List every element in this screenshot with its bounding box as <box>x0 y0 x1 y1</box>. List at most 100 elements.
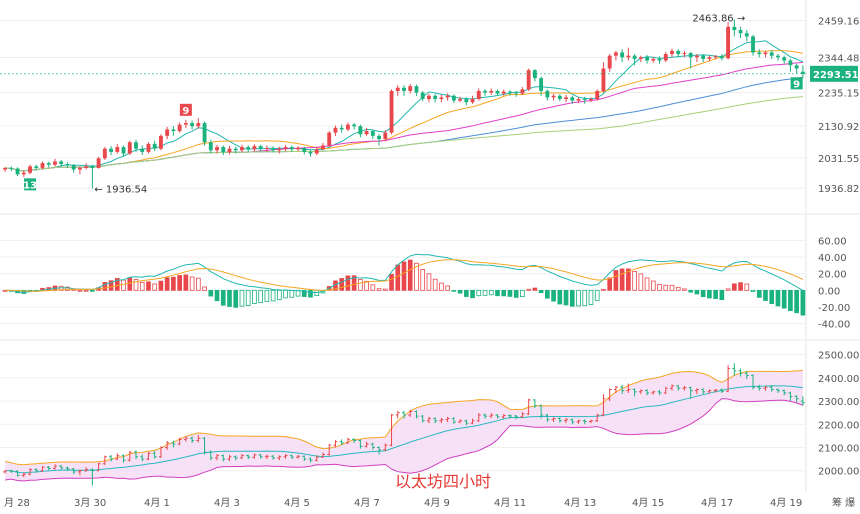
ohlc-bar <box>426 416 431 424</box>
candle-body <box>46 163 51 165</box>
ma-line <box>5 61 803 172</box>
candle <box>240 144 244 152</box>
ohlc-bar <box>539 404 544 419</box>
macd-histogram-bar <box>208 289 214 297</box>
ohlc-bar <box>732 363 737 376</box>
ohlc-bar <box>470 418 475 425</box>
macd-histogram-bar <box>139 281 145 291</box>
candle <box>732 19 737 37</box>
candle-body <box>134 142 138 149</box>
candle <box>134 139 138 152</box>
candle-body <box>744 33 749 37</box>
ohlc-bar <box>626 383 631 393</box>
bollinger-lower-line <box>5 398 804 482</box>
ohlc-bar <box>464 419 469 426</box>
candle-body <box>370 131 375 136</box>
candle-body <box>451 95 456 101</box>
macd-histogram-bar <box>339 278 345 291</box>
ohlc-bar <box>327 444 332 456</box>
candle <box>508 90 512 96</box>
macd-histogram-bar <box>420 269 426 291</box>
sequence-badge-label: 9 <box>793 79 800 90</box>
candle-body <box>645 57 650 61</box>
bollinger-band-fill <box>5 370 803 481</box>
x-tick-label: 4月 13 <box>564 497 596 509</box>
candle-body <box>121 147 126 154</box>
macd-histogram-bar <box>426 273 432 291</box>
macd-histogram-bar <box>781 289 787 309</box>
candle-body <box>601 68 606 91</box>
ohlc-bar <box>52 464 57 470</box>
ohlc-bar <box>71 467 76 475</box>
macd-histogram-bar <box>526 288 531 291</box>
candle-body <box>208 142 213 151</box>
ohlc-bar <box>233 455 238 461</box>
ohlc-bar <box>507 414 512 419</box>
x-tick-label: 月 28 <box>4 497 30 509</box>
candle <box>751 34 755 56</box>
ohlc-bar <box>595 413 600 422</box>
candle <box>638 55 643 63</box>
candle-body <box>670 50 674 55</box>
ohlc-bar <box>570 418 575 425</box>
ohlc-bar <box>271 454 276 460</box>
ohlc-bar <box>420 415 425 423</box>
candle-body <box>694 55 699 58</box>
sequence-badge <box>24 178 37 191</box>
ohlc-bar <box>800 396 805 406</box>
candle-body <box>638 57 643 59</box>
ohlc-bar <box>40 466 45 472</box>
candle <box>776 54 780 61</box>
candle-body <box>389 90 394 133</box>
macd-histogram-bar <box>476 289 482 297</box>
candle-body <box>345 124 350 130</box>
ohlc-bar <box>607 388 612 402</box>
macd-axis-tick-label: -20.00 <box>818 303 850 314</box>
candle-body <box>84 166 89 168</box>
macd-histogram-bar <box>121 279 126 291</box>
ohlc-bar <box>632 388 637 397</box>
candle <box>364 127 369 136</box>
candle-body <box>426 95 431 99</box>
candle <box>258 144 263 152</box>
candle <box>688 51 693 69</box>
candle <box>564 94 568 103</box>
x-tick-label: 4月 17 <box>701 497 733 509</box>
candle-body <box>327 132 332 146</box>
sequence-badge <box>179 103 192 116</box>
macd-axis-tick-label: 0.00 <box>818 286 840 297</box>
candle <box>620 49 625 63</box>
candle-body <box>183 123 188 125</box>
ohlc-bar <box>402 410 406 419</box>
candle <box>333 125 338 136</box>
macd-histogram-bar <box>164 277 170 291</box>
candle-body <box>532 70 537 79</box>
candle <box>582 96 587 104</box>
ohlc-bar <box>90 468 95 486</box>
macd-histogram-bar <box>414 262 419 291</box>
ohlc-bar <box>389 413 394 447</box>
macd-histogram-bar <box>102 282 108 291</box>
macd-histogram-bar <box>108 280 114 291</box>
candle-body <box>788 60 793 66</box>
ohlc-bar <box>651 390 656 395</box>
macd-histogram-bar <box>146 281 151 291</box>
candle-body <box>196 123 201 127</box>
candle <box>726 22 731 60</box>
candle-body <box>271 148 276 151</box>
macd-histogram-bar <box>171 276 176 291</box>
candle-body <box>420 92 425 99</box>
ohlc-bar <box>726 365 731 393</box>
candle-body <box>476 90 481 99</box>
candle <box>663 51 668 63</box>
macd-histogram-bar <box>457 289 463 294</box>
candle-body <box>314 149 319 154</box>
candle <box>470 95 475 104</box>
ohlc-bar <box>308 457 313 463</box>
candle-body <box>202 123 207 143</box>
candle-body <box>140 148 145 152</box>
candle <box>9 166 14 172</box>
candle-body <box>59 161 64 165</box>
candle-body <box>726 26 731 59</box>
watermark: 以太坊四小时 <box>395 472 491 491</box>
